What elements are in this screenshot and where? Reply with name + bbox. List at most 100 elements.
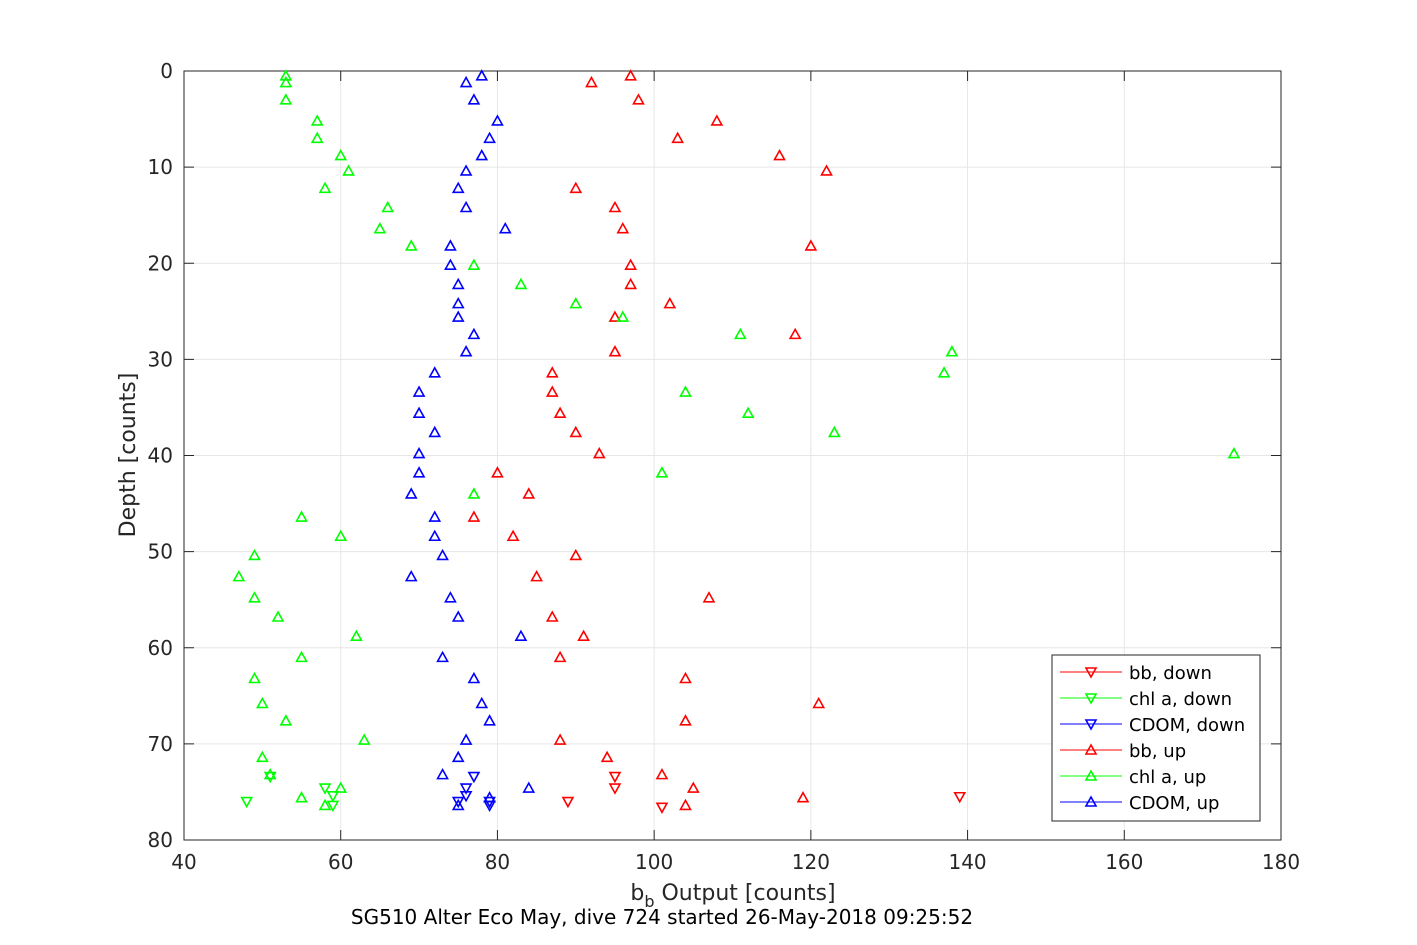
data-point [553, 406, 567, 419]
data-point [820, 164, 833, 176]
data-point [404, 239, 418, 251]
data-point [561, 796, 575, 809]
data-point [428, 510, 442, 522]
data-point [663, 296, 677, 309]
data-point [295, 650, 308, 663]
data-point [451, 796, 465, 809]
data-point [514, 629, 528, 642]
data-point [467, 327, 481, 340]
y-tick-label: 10 [148, 155, 173, 179]
data-point [569, 548, 583, 561]
data-point [773, 148, 786, 161]
data-point [475, 148, 489, 161]
data-point [608, 310, 622, 322]
legend-marker [1084, 667, 1098, 679]
data-point [632, 93, 645, 105]
data-point [569, 296, 583, 309]
legend-label: bb, down [1129, 663, 1212, 684]
data-point [459, 733, 473, 745]
legend-label: chl a, down [1129, 689, 1232, 710]
data-point [412, 446, 426, 459]
data-point [436, 548, 449, 561]
data-point [953, 791, 967, 804]
data-point [451, 798, 465, 811]
data-point [263, 771, 277, 784]
data-point [553, 650, 567, 663]
data-point [608, 345, 622, 357]
data-point [436, 767, 449, 780]
data-point [545, 366, 559, 378]
x-tick-label: 100 [635, 850, 673, 874]
data-point [616, 221, 630, 234]
data-point [491, 466, 504, 478]
data-point [577, 629, 590, 642]
series-chl-a-up [232, 69, 1241, 811]
legend-label: chl a, up [1129, 767, 1206, 788]
data-point [671, 131, 685, 144]
data-point [279, 714, 293, 726]
data-point [483, 131, 496, 144]
y-tick-label: 30 [148, 347, 173, 371]
data-point [310, 114, 324, 126]
data-point [451, 277, 465, 290]
data-point [522, 781, 536, 793]
data-point [1227, 446, 1241, 459]
x-tick-label: 180 [1262, 850, 1300, 874]
data-point [240, 796, 254, 809]
series-chl-a-down [240, 771, 340, 813]
data-point [467, 510, 481, 522]
x-axis-label-rest: Output [counts] [655, 881, 836, 906]
data-point [475, 696, 489, 709]
data-point [624, 277, 637, 290]
data-point [459, 783, 473, 795]
data-point [655, 767, 669, 780]
legend-label: CDOM, down [1129, 715, 1245, 736]
data-point [232, 569, 246, 582]
legend-label: bb, up [1129, 741, 1186, 762]
y-tick-label: 0 [160, 59, 173, 83]
data-point [373, 221, 387, 234]
data-marks [232, 69, 1241, 814]
data-point [624, 69, 637, 81]
data-point [710, 114, 724, 126]
data-point [310, 131, 324, 144]
data-point [381, 200, 395, 213]
data-point [514, 277, 528, 290]
data-point [271, 610, 285, 622]
data-point [788, 327, 802, 340]
data-point [569, 425, 583, 438]
data-point [679, 714, 692, 726]
data-point [937, 366, 951, 378]
y-tick-label: 80 [148, 828, 173, 852]
data-point [608, 783, 622, 795]
data-point [279, 69, 293, 81]
data-point [326, 790, 340, 803]
data-point [608, 200, 622, 213]
data-point [467, 671, 481, 684]
data-point [444, 239, 457, 251]
legend-box [1051, 654, 1261, 822]
x-tick-label: 60 [328, 850, 353, 874]
data-point [467, 258, 481, 270]
data-point [444, 591, 457, 603]
data-point [506, 529, 520, 542]
data-point [295, 510, 308, 522]
data-point [459, 345, 473, 357]
data-point [357, 733, 371, 745]
data-point [655, 802, 669, 814]
data-point [679, 798, 692, 811]
data-point [428, 425, 442, 438]
data-point [412, 385, 426, 397]
data-point [686, 781, 700, 793]
data-point [451, 750, 465, 763]
data-point [491, 114, 504, 126]
data-point [545, 385, 559, 397]
y-tick-label: 60 [148, 636, 173, 660]
data-point [553, 733, 567, 745]
data-point [467, 771, 481, 784]
data-point [592, 446, 606, 459]
x-axis-label-main: b [630, 881, 644, 906]
legend-marker [1084, 719, 1098, 731]
data-point [451, 610, 465, 622]
